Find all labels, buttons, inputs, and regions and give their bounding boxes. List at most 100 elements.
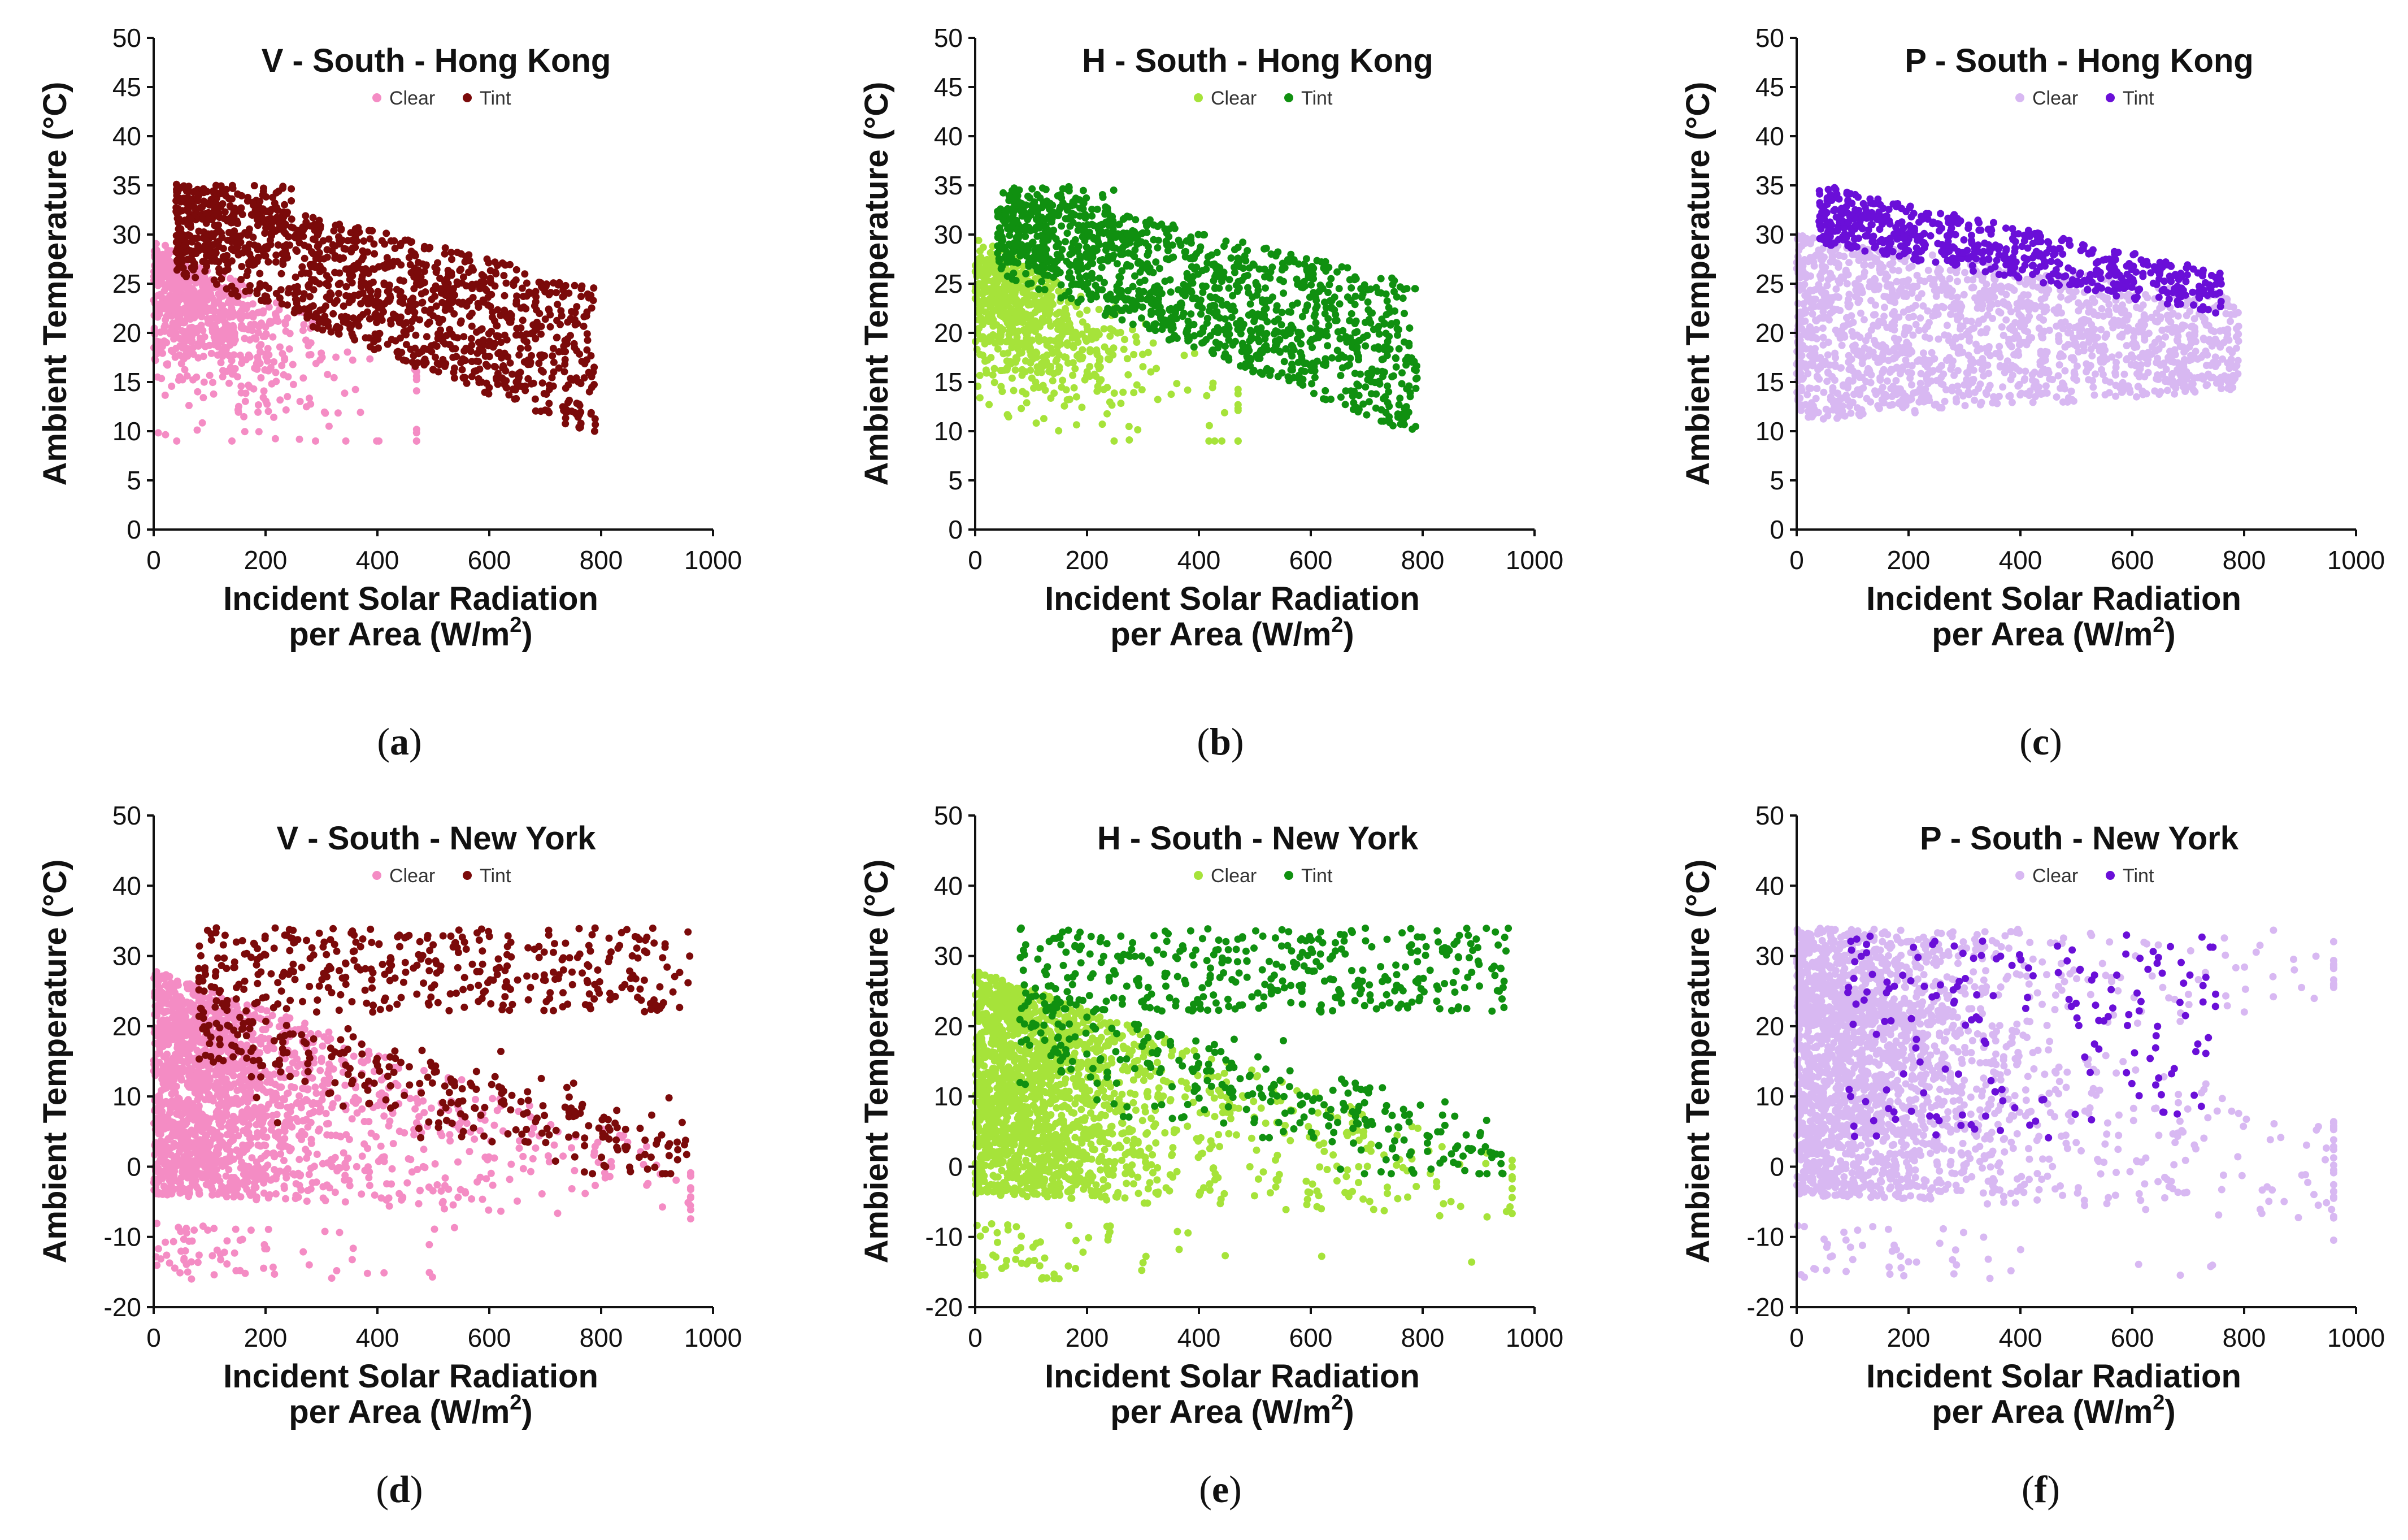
- data-point: [1225, 284, 1233, 292]
- data-point: [1406, 393, 1414, 401]
- data-point: [1028, 185, 1036, 193]
- data-point: [1096, 257, 1104, 264]
- data-point: [1154, 236, 1162, 244]
- data-point: [284, 289, 292, 297]
- data-point: [310, 276, 318, 284]
- data-point: [298, 263, 306, 271]
- data-point: [404, 236, 412, 244]
- data-point: [1362, 342, 1370, 350]
- data-point: [261, 332, 269, 340]
- data-point: [164, 251, 172, 259]
- data-point: [1168, 241, 1176, 249]
- data-point: [193, 297, 201, 304]
- data-point: [172, 248, 180, 256]
- data-point: [228, 195, 236, 203]
- data-point: [182, 308, 190, 316]
- data-point: [402, 341, 410, 349]
- data-point: [346, 324, 354, 332]
- data-point: [299, 327, 307, 335]
- data-point: [566, 396, 573, 404]
- x-tick-label: 600: [468, 545, 511, 575]
- data-point: [1211, 437, 1219, 445]
- data-point: [223, 285, 231, 293]
- data-point: [1098, 420, 1106, 428]
- data-point: [1083, 306, 1091, 314]
- data-point: [1093, 246, 1101, 254]
- data-point: [1216, 314, 1224, 322]
- data-point: [1117, 250, 1124, 258]
- y-tick-label: 25: [112, 269, 141, 298]
- data-point: [538, 284, 546, 292]
- data-point: [2120, 370, 2128, 378]
- data-point: [210, 276, 218, 284]
- data-point: [340, 254, 347, 262]
- data-point: [1110, 389, 1118, 397]
- data-point: [285, 233, 293, 241]
- x-axis-label-text: per Area (W/m: [1110, 616, 1331, 653]
- data-point: [160, 323, 168, 331]
- data-point: [994, 242, 1002, 250]
- data-point: [1924, 266, 1932, 274]
- data-point: [485, 342, 492, 350]
- data-point: [1337, 372, 1345, 379]
- data-point: [1386, 345, 1394, 353]
- data-point: [553, 289, 560, 297]
- data-point: [181, 344, 189, 352]
- data-point: [365, 227, 373, 235]
- data-point: [356, 314, 364, 322]
- data-point: [2097, 326, 2105, 333]
- data-point: [1123, 212, 1131, 220]
- x-axis-label-line2: per Area (W/m2): [1110, 613, 1354, 653]
- data-point: [411, 314, 419, 322]
- data-point: [1145, 292, 1153, 300]
- data-point: [257, 348, 264, 356]
- data-point: [1190, 349, 1198, 357]
- data-point: [1050, 389, 1058, 397]
- data-point: [207, 349, 215, 357]
- data-point: [1032, 419, 1040, 427]
- data-point: [482, 361, 490, 368]
- data-point: [1024, 215, 1032, 223]
- data-point: [475, 358, 483, 366]
- data-point: [1946, 275, 1954, 283]
- data-point: [342, 283, 350, 290]
- data-point: [1125, 436, 1133, 444]
- data-point: [436, 361, 443, 368]
- data-point: [260, 387, 268, 395]
- data-point: [1031, 262, 1039, 270]
- data-point: [1022, 337, 1030, 345]
- data-point: [1351, 301, 1359, 309]
- x-tick-label: 1000: [1506, 545, 1563, 575]
- data-point: [450, 333, 458, 341]
- data-point: [203, 216, 211, 224]
- data-point: [1388, 274, 1396, 282]
- data-point: [1093, 293, 1100, 301]
- data-point: [431, 341, 438, 349]
- data-point: [1243, 352, 1251, 360]
- y-tick-label: 5: [127, 466, 141, 495]
- data-point: [225, 379, 233, 387]
- data-point: [1013, 225, 1021, 233]
- data-point: [567, 332, 574, 340]
- panel-label-b: (b): [1197, 720, 1244, 763]
- data-point: [1121, 336, 1128, 344]
- data-point: [158, 342, 166, 350]
- data-point: [418, 299, 425, 307]
- data-point: [1103, 384, 1111, 392]
- data-point: [1400, 338, 1408, 346]
- data-point: [412, 387, 420, 395]
- data-point: [301, 241, 308, 249]
- data-point: [399, 277, 407, 285]
- data-point: [493, 376, 501, 384]
- data-point: [1003, 281, 1011, 289]
- data-point: [169, 348, 177, 355]
- data-point: [1052, 235, 1060, 243]
- data-point: [1088, 328, 1096, 336]
- data-point: [1074, 339, 1082, 346]
- data-point: [506, 310, 514, 318]
- legend: Clear Tint: [372, 88, 511, 109]
- x-tick-label: 200: [244, 545, 288, 575]
- data-point: [375, 344, 382, 352]
- x-tick-label: 400: [356, 545, 399, 575]
